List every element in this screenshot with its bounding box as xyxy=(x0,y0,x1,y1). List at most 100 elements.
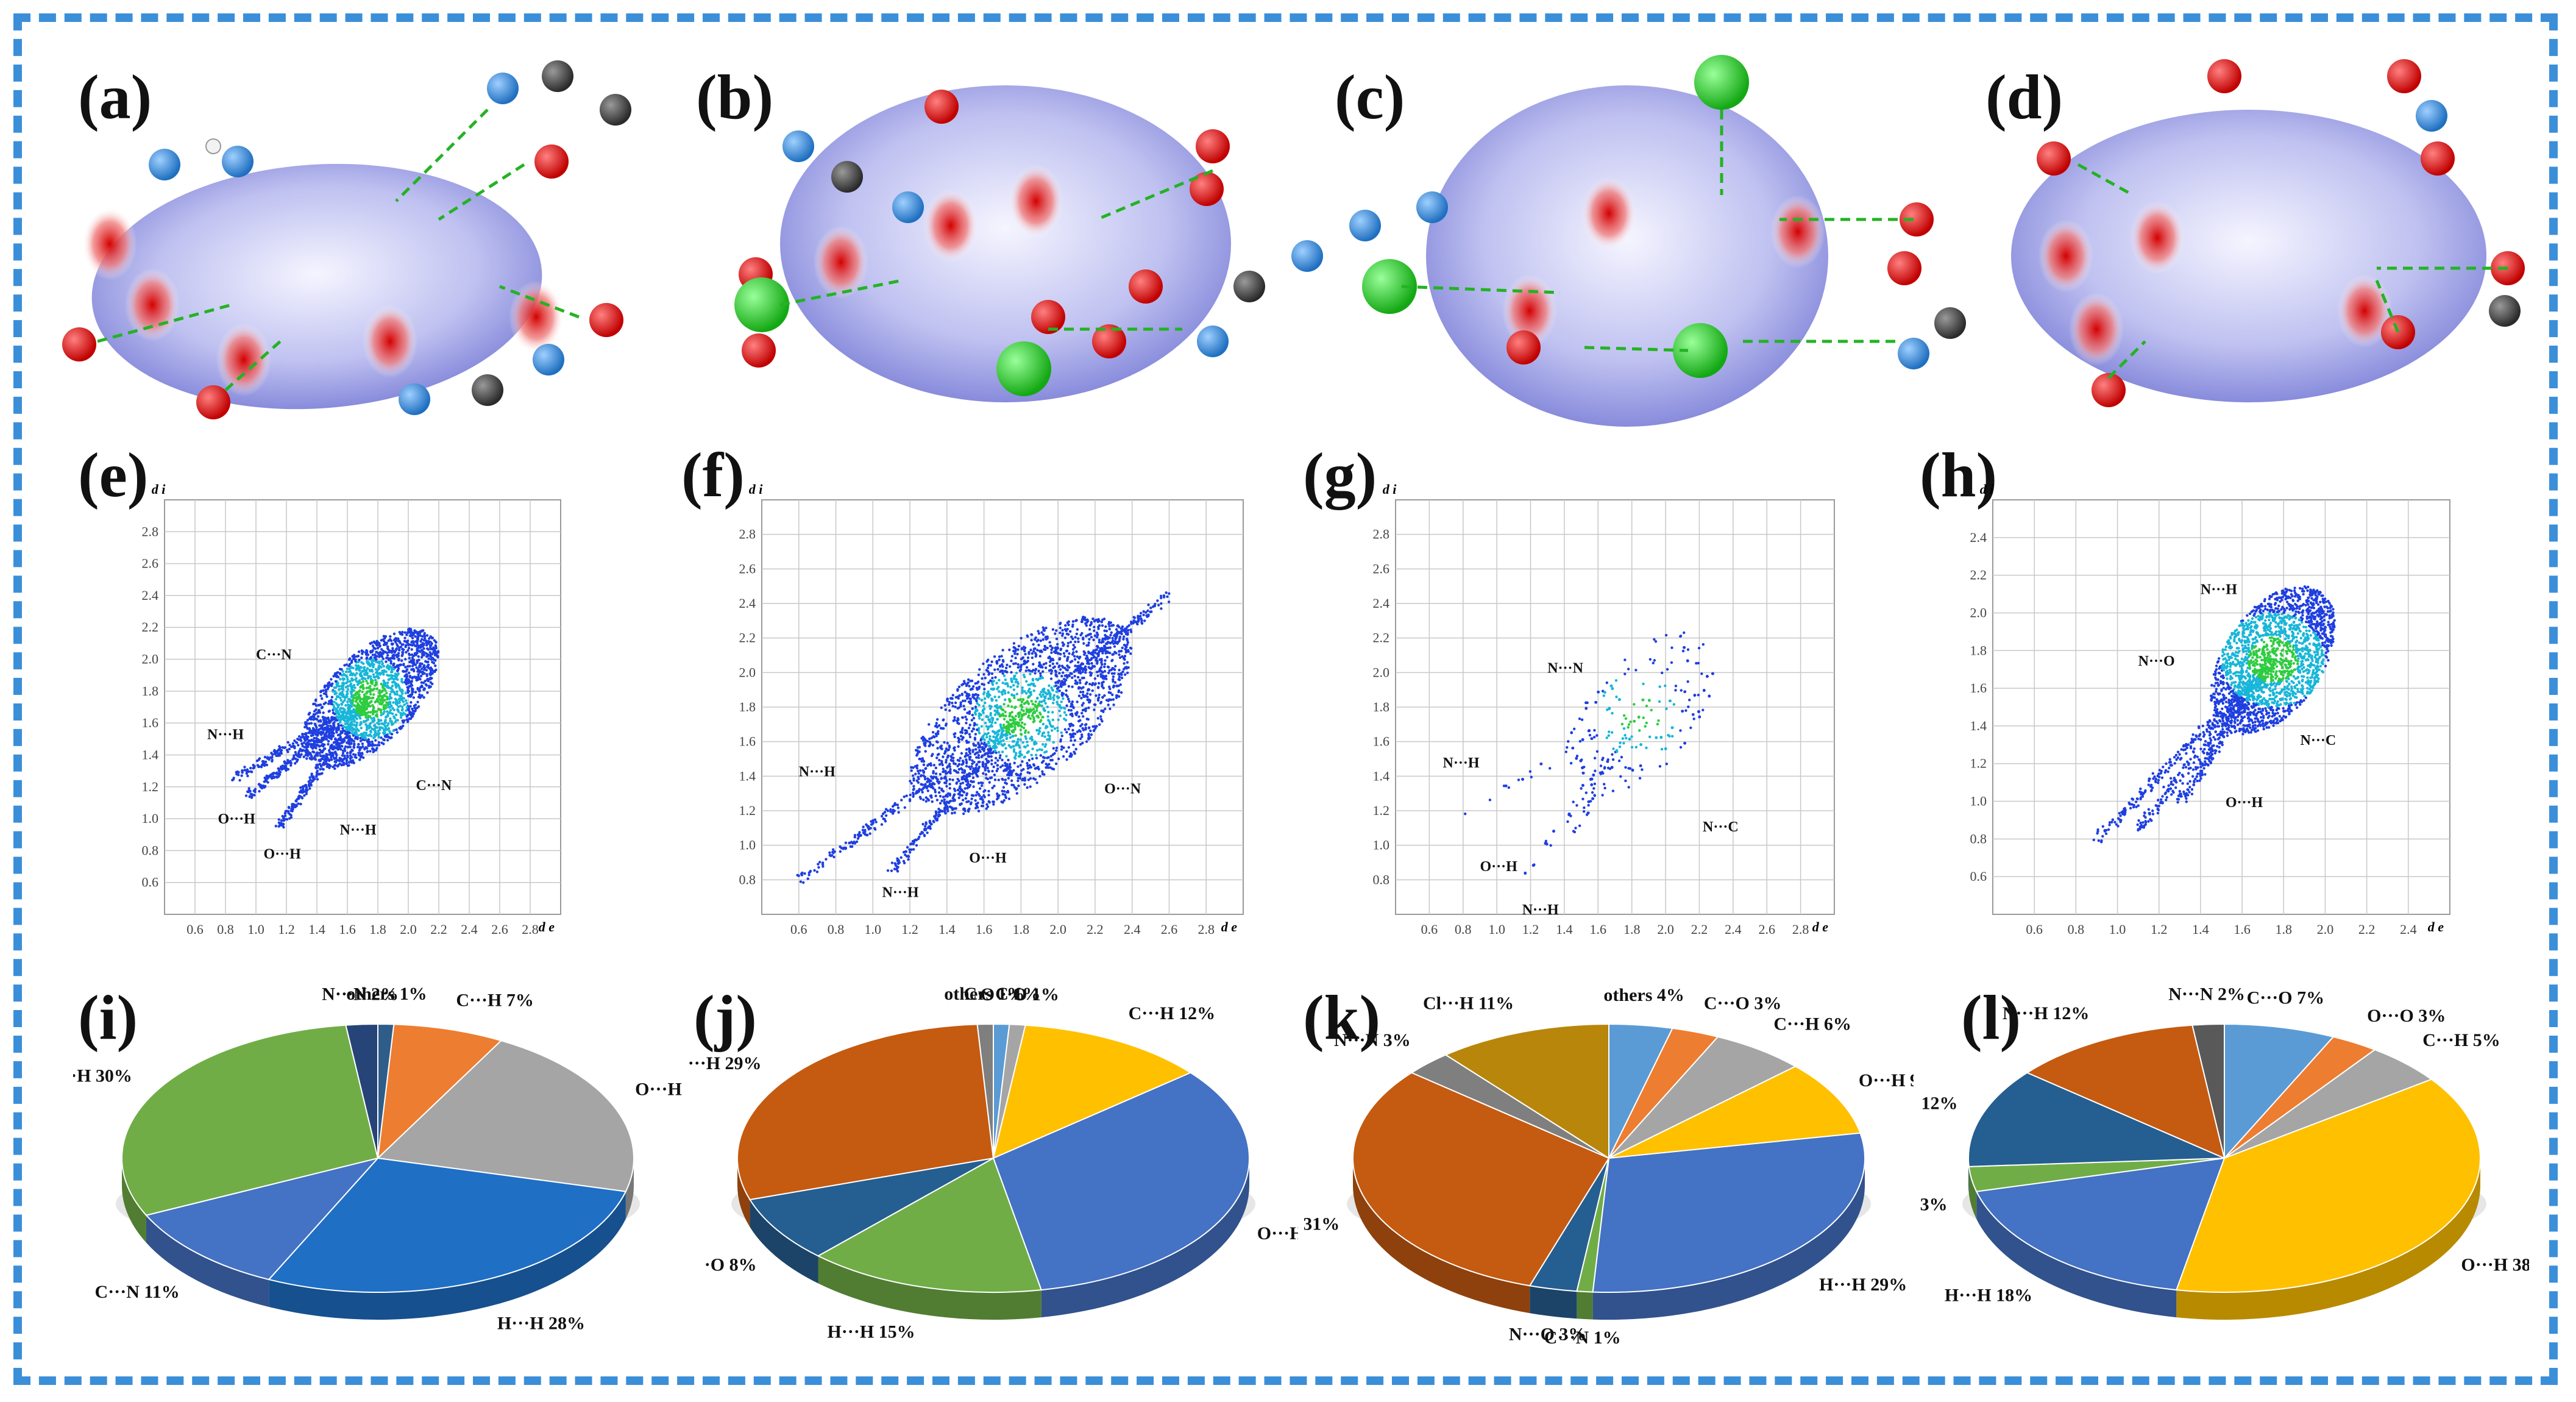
fingerprint-point xyxy=(322,689,325,692)
fingerprint-point xyxy=(362,700,365,703)
contact-spot xyxy=(2069,293,2124,366)
y-tick-label: 0.6 xyxy=(142,875,159,890)
fingerprint-point xyxy=(987,794,990,797)
fingerprint-point xyxy=(1023,731,1027,735)
fingerprint-point xyxy=(1004,761,1007,765)
fingerprint-point xyxy=(1096,636,1099,639)
fingerprint-point xyxy=(1033,685,1037,688)
fingerprint-point xyxy=(1113,681,1117,684)
fingerprint-point xyxy=(350,729,354,733)
fingerprint-point xyxy=(988,720,992,724)
fingerprint-point xyxy=(425,644,428,647)
fingerprint-point xyxy=(1032,647,1036,650)
fingerprint-point xyxy=(853,842,857,845)
fingerprint-point xyxy=(974,806,978,810)
hydrogen-atom xyxy=(205,138,221,154)
fingerprint-point xyxy=(1043,695,1046,699)
fingerprint-point xyxy=(291,742,295,745)
fingerprint-point xyxy=(324,688,327,692)
fingerprint-point xyxy=(397,652,400,655)
fingerprint-point xyxy=(423,636,427,640)
fingerprint-point xyxy=(1074,640,1077,644)
fingerprint-point xyxy=(308,785,311,788)
fingerprint-plot-f: 0.6 0.8 1.0 1.2 1.4 1.6 1.8 2.0 2.2 2.4 2.6 2.80.81… xyxy=(739,482,1244,937)
fingerprint-point xyxy=(982,742,986,746)
fingerprint-point xyxy=(380,655,384,658)
fingerprint-point xyxy=(977,810,981,813)
fingerprint-point xyxy=(1066,697,1070,701)
fingerprint-point xyxy=(343,710,346,713)
fingerprint-point xyxy=(937,753,940,756)
fingerprint-point xyxy=(998,696,1001,699)
fingerprint-point xyxy=(1060,685,1063,688)
fingerprint-point xyxy=(343,699,346,702)
fingerprint-point xyxy=(942,755,945,758)
fingerprint-point xyxy=(389,686,392,690)
fingerprint-point xyxy=(1015,752,1018,755)
fingerprint-point xyxy=(1019,728,1023,731)
fingerprint-point xyxy=(1074,619,1077,622)
fingerprint-point xyxy=(1009,745,1013,749)
fingerprint-point xyxy=(1147,603,1150,607)
fingerprint-point xyxy=(367,663,370,666)
fingerprint-point xyxy=(1007,766,1010,770)
fingerprint-point xyxy=(982,691,986,694)
fingerprint-point xyxy=(321,750,324,754)
fingerprint-point xyxy=(1045,626,1048,630)
fingerprint-point xyxy=(263,764,266,767)
fingerprint-point xyxy=(1047,711,1050,714)
fingerprint-point xyxy=(960,752,963,755)
fingerprint-point xyxy=(410,680,414,683)
fingerprint-point xyxy=(374,730,377,733)
fingerprint-point xyxy=(1057,757,1060,761)
fingerprint-point xyxy=(960,794,964,797)
fingerprint-point xyxy=(405,715,408,718)
contact-spot xyxy=(923,189,978,262)
fingerprint-point xyxy=(341,752,345,755)
fingerprint-point xyxy=(297,750,301,753)
fingerprint-point xyxy=(1014,734,1017,737)
fingerprint-point xyxy=(908,799,912,802)
fingerprint-point xyxy=(1039,713,1042,716)
fingerprint-point xyxy=(934,794,937,797)
fingerprint-point xyxy=(417,673,420,676)
contact-line xyxy=(499,285,580,319)
fingerprint-point xyxy=(361,683,364,686)
fingerprint-point xyxy=(998,714,1002,718)
fingerprint-point xyxy=(1002,733,1005,736)
fingerprint-point xyxy=(1058,672,1061,675)
fingerprint-point xyxy=(980,725,984,728)
fingerprint-point xyxy=(884,820,887,823)
fingerprint-point xyxy=(314,758,317,761)
fingerprint-point xyxy=(1017,682,1020,685)
fingerprint-point xyxy=(380,722,383,725)
fingerprint-point xyxy=(384,689,387,692)
fingerprint-point xyxy=(991,677,994,680)
fingerprint-point xyxy=(302,755,305,758)
fingerprint-point xyxy=(249,789,252,792)
fingerprint-point xyxy=(366,677,370,680)
fingerprint-point xyxy=(985,803,988,806)
fingerprint-point xyxy=(1054,669,1057,672)
fingerprint-point xyxy=(1037,732,1040,736)
fingerprint-point xyxy=(1076,628,1079,631)
fingerprint-point xyxy=(373,744,377,747)
fingerprint-point xyxy=(344,686,348,689)
fingerprint-point xyxy=(1052,696,1055,699)
fingerprint-point xyxy=(994,721,997,724)
fingerprint-point xyxy=(1004,666,1008,670)
fingerprint-point xyxy=(967,696,970,699)
fingerprint-point xyxy=(1074,664,1077,667)
fingerprint-point xyxy=(1026,740,1029,744)
fingerprint-point xyxy=(1002,674,1006,677)
y-tick-label: 1.0 xyxy=(739,838,756,853)
fingerprint-point xyxy=(406,686,409,689)
fingerprint-point xyxy=(959,756,962,760)
fingerprint-point xyxy=(910,842,913,845)
fingerprint-point xyxy=(809,869,812,873)
fingerprint-point xyxy=(1021,760,1024,763)
fingerprint-point xyxy=(267,776,270,780)
fingerprint-point xyxy=(974,733,978,736)
fingerprint-point xyxy=(1006,789,1010,793)
fingerprint-point xyxy=(937,781,940,785)
